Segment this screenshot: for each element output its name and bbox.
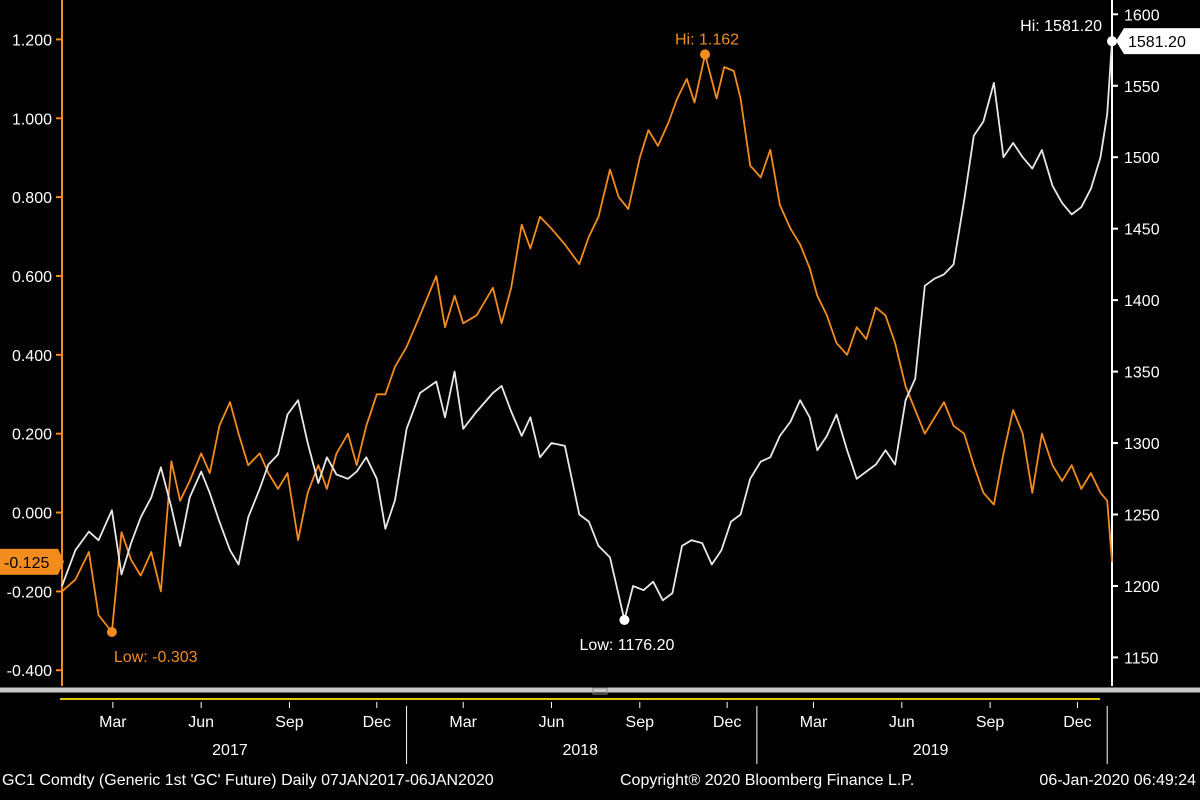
- footer-security-info: GC1 Comdty (Generic 1st 'GC' Future) Dai…: [2, 772, 494, 789]
- x-axis-month-label: Mar: [99, 714, 127, 731]
- left-axis-tick-label: -0.200: [7, 584, 52, 601]
- right-axis-tick-label: 1250: [1124, 508, 1160, 525]
- x-axis-month-label: Mar: [449, 714, 477, 731]
- right-axis-tick-label: 1450: [1124, 222, 1160, 239]
- chart-area: -0.400 -0.200 0.000 0.200 0.400 0.600 0.800 1.0…: [0, 0, 1200, 764]
- gold-last-value-text: 1581.20: [1128, 34, 1186, 51]
- plot-background: [62, 0, 1112, 686]
- x-axis-month-label: Mar: [800, 714, 828, 731]
- x-axis-month-label: Sep: [626, 714, 655, 731]
- right-axis-tick-label: 1200: [1124, 579, 1160, 596]
- gold-low-marker: [619, 614, 630, 625]
- spread-last-value-badge: [0, 548, 58, 575]
- right-axis-tick-label: 1400: [1124, 293, 1160, 310]
- spread-last-value-badge-tip: [58, 548, 64, 575]
- left-axis-tick-label: 0.600: [12, 269, 52, 286]
- left-axis-tick-label: 0.000: [12, 506, 52, 523]
- panel-resize-handle: [592, 687, 608, 695]
- gold-high-label: Hi: 1581.20: [1020, 18, 1102, 35]
- gold-price-series-line: [61, 41, 1113, 621]
- right-axis-tick-label: 1550: [1124, 79, 1160, 96]
- gold-low-label: Low: 1176.20: [580, 637, 675, 654]
- x-axis-year-label: 2018: [562, 742, 598, 759]
- right-axis-tick-label: 1600: [1124, 7, 1160, 24]
- x-axis-month-label: Dec: [363, 714, 391, 731]
- spread-high-label: Hi: 1.162: [675, 31, 739, 48]
- right-axis-tick-label: 1350: [1124, 365, 1160, 382]
- spread-series-line: [61, 53, 1113, 633]
- x-axis-month-label: Dec: [713, 714, 741, 731]
- left-axis-tick-label: -0.400: [7, 663, 52, 680]
- left-axis-tick-label: 0.400: [12, 348, 52, 365]
- footer-timestamp: 06-Jan-2020 06:49:24: [1039, 772, 1196, 789]
- right-axis-tick-label: 1500: [1124, 150, 1160, 167]
- x-axis-month-label: Jun: [539, 714, 565, 731]
- x-axis-month-label: Sep: [976, 714, 1005, 731]
- x-axis-month-label: Jun: [889, 714, 915, 731]
- x-axis-year-label: 2019: [913, 742, 949, 759]
- gold-last-value-badge: [1124, 28, 1200, 55]
- x-axis-month-label: Jun: [188, 714, 214, 731]
- x-axis-month-label: Sep: [275, 714, 304, 731]
- left-axis-tick-label: 1.000: [12, 111, 52, 128]
- left-axis-tick-label: 0.800: [12, 190, 52, 207]
- gold-high-marker: [1107, 36, 1117, 47]
- gold-last-value-badge-tip: [1116, 28, 1124, 55]
- spread-low-label: Low: -0.303: [114, 649, 198, 666]
- right-axis-tick-label: 1300: [1124, 436, 1160, 453]
- spread-last-value-text: -0.125: [4, 555, 49, 572]
- footer-copyright: Copyright® 2020 Bloomberg Finance L.P.: [620, 772, 915, 789]
- left-axis-tick-label: 1.200: [12, 32, 52, 49]
- spread-low-marker: [106, 626, 117, 637]
- x-axis-month-label: Dec: [1063, 714, 1091, 731]
- left-axis-tick-label: 0.200: [12, 427, 52, 444]
- x-axis-year-label: 2017: [212, 742, 248, 759]
- spread-high-marker: [700, 49, 711, 60]
- right-axis-tick-label: 1150: [1124, 650, 1159, 667]
